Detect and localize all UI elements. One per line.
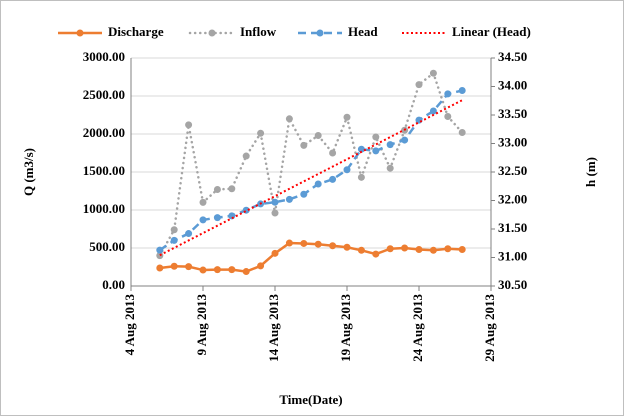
point [213,214,221,222]
point [300,239,308,247]
point [357,173,365,181]
legend-marker [76,29,84,37]
y2-tick-label: 30.50 [498,277,527,292]
point [228,266,236,274]
point [228,185,236,193]
x-tick-label: 29 Aug 2013 [482,294,497,362]
point [170,236,178,244]
point [300,190,308,198]
point [257,262,265,270]
point [199,216,207,224]
point [429,246,437,254]
point [357,246,365,254]
y2-tick-label: 34.00 [498,77,527,92]
y2-tick-label: 32.50 [498,163,527,178]
legend-label: Linear (Head) [452,24,531,39]
y-axis-label: Q (m3/s) [21,148,36,196]
point [213,185,221,193]
legend-label: Head [348,24,378,39]
point [156,252,164,260]
point [199,266,207,274]
y2-tick-label: 34.50 [498,49,527,64]
point [271,249,279,257]
x-tick-label: 9 Aug 2013 [194,294,209,356]
y-tick-label: 3000.00 [83,49,125,64]
y2-tick-label: 31.50 [498,220,527,235]
point [156,246,164,254]
point [300,141,308,149]
point [314,180,322,188]
point [285,115,293,123]
point [357,145,365,153]
y-tick-label: 1500.00 [83,163,125,178]
y-tick-label: 1000.00 [83,201,125,216]
y2-tick-label: 33.00 [498,134,527,149]
point [386,245,394,253]
y-tick-label: 2500.00 [83,87,125,102]
point [372,133,380,141]
point [314,132,322,140]
point [429,69,437,77]
point [444,90,452,98]
legend-marker [208,29,216,37]
point [271,198,279,206]
y2-axis-label: h (m) [583,157,598,187]
x-tick-label: 4 Aug 2013 [122,294,137,356]
y2-tick-label: 33.50 [498,106,527,121]
y2-tick-label: 31.00 [498,248,527,263]
y-tick-label: 500.00 [89,239,125,254]
point [199,198,207,206]
point [458,86,466,94]
point [372,147,380,155]
legend-label: Inflow [240,24,277,39]
y-tick-label: 2000.00 [83,125,125,140]
point [386,164,394,172]
point [285,239,293,247]
point [401,244,409,252]
x-tick-label: 24 Aug 2013 [410,294,425,362]
series-line [159,89,463,252]
point [329,149,337,157]
point [429,107,437,115]
point [314,240,322,248]
series-line [159,241,463,273]
point [185,263,193,271]
point [343,113,351,121]
point [444,245,452,253]
point [213,266,221,274]
y-tick-label: 0.00 [102,277,125,292]
legend-marker [316,29,324,37]
point [458,128,466,136]
legend-label: Discharge [108,24,164,39]
point [271,209,279,217]
series-line [158,71,464,257]
point [242,268,250,276]
point [329,242,337,250]
point [343,243,351,251]
point [242,152,250,160]
point [257,129,265,137]
point [415,246,423,254]
point [444,113,452,121]
point [185,230,193,238]
x-axis-label: Time(Date) [279,392,342,407]
point [458,246,466,254]
point [285,195,293,203]
point [185,121,193,129]
x-tick-label: 19 Aug 2013 [338,294,353,362]
point [386,141,394,149]
point [415,81,423,89]
point [170,262,178,270]
point [372,250,380,258]
point [343,166,351,174]
point [156,264,164,272]
x-tick-label: 14 Aug 2013 [266,294,281,362]
y2-tick-label: 32.00 [498,191,527,206]
point [329,175,337,183]
point [170,226,178,234]
point [228,212,236,220]
point [401,136,409,144]
